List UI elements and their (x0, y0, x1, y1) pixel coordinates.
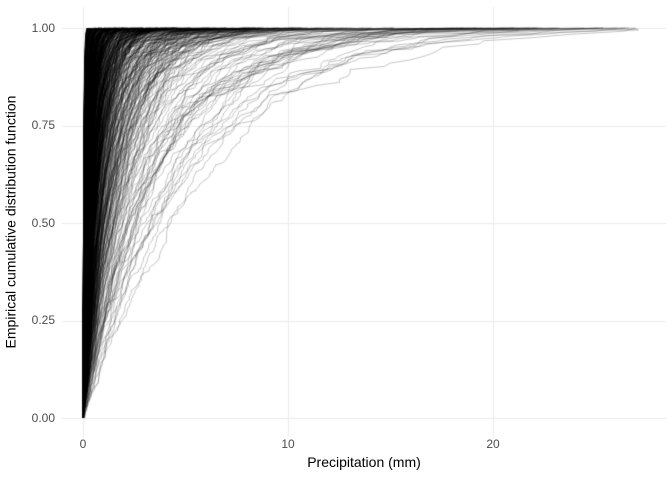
y-tick-label-0.50: 0.50 (31, 216, 55, 230)
x-tick-label-20: 20 (486, 437, 500, 451)
y-tick-label-0.00: 0.00 (31, 411, 55, 425)
x-axis-title: Precipitation (mm) (307, 454, 421, 470)
y-tick-label-1.00: 1.00 (31, 21, 55, 35)
y-axis-title: Empirical cumulative distribution functi… (2, 95, 19, 349)
y-tick-label-0.25: 0.25 (31, 313, 55, 327)
x-tick-label-0: 0 (79, 437, 87, 451)
y-tick-label-0.75: 0.75 (31, 118, 55, 132)
x-tick-label-10: 10 (281, 437, 295, 451)
